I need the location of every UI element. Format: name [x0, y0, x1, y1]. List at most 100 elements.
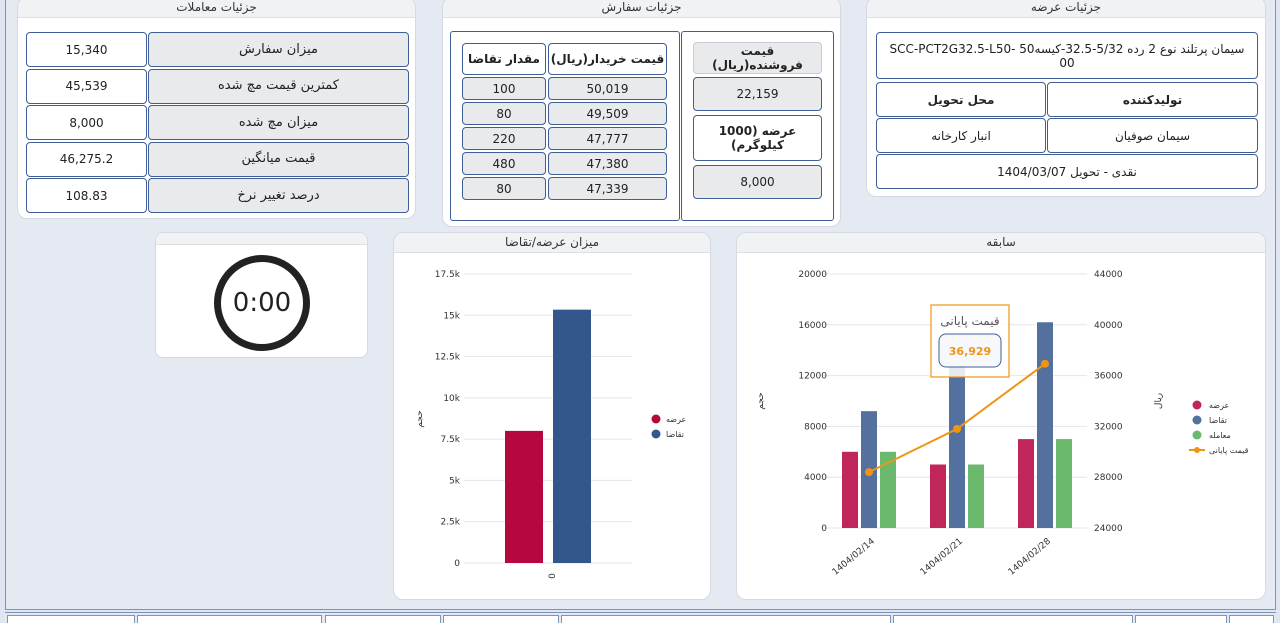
bottom-tab[interactable]: [443, 615, 559, 623]
y-tick-label: 15k: [443, 311, 460, 321]
buyer-price-cell: 47,777: [548, 127, 667, 150]
history-chart-card: سابقه 0 4000 8000 12000 16000 20000 24000 28000…: [736, 232, 1266, 600]
trade-row-label: قیمت میانگین: [148, 141, 409, 177]
y-tick-label: 5k: [449, 476, 461, 486]
x-tick-label: 0: [548, 573, 558, 579]
offer-details-card: جزئیات عرضه سیمان پرتلند نوع 2 رده 5/32-…: [866, 0, 1266, 197]
supply-header: عرضه (1000 کیلوگرم): [693, 115, 822, 161]
offer-product: سیمان پرتلند نوع 2 رده 5/32-32.5-کیسه50 …: [876, 32, 1258, 79]
legend-label: تقاضا: [666, 430, 684, 439]
location-value: انبار کارخانه: [876, 118, 1046, 153]
y-right-tick-label: 32000: [1094, 422, 1123, 432]
tooltip-value-box: [938, 333, 1002, 368]
bottom-tab-bar: [5, 612, 1276, 623]
legend-label: عرضه: [1209, 401, 1229, 410]
trade-row-label: کمترین قیمت مچ شده: [148, 68, 409, 104]
y-left-axis-label: حجم: [756, 392, 766, 409]
bar-2-0: [880, 451, 896, 528]
bar-0-1: [930, 464, 946, 528]
price-point-1: [953, 424, 961, 433]
demand-qty-cell: 80: [462, 177, 546, 200]
y-tick-label: 10k: [443, 394, 460, 404]
y-right-axis-label: ریال: [1154, 393, 1164, 409]
y-left-tick-label: 16000: [798, 321, 827, 331]
trade-row-label: میزان مچ شده: [148, 105, 409, 140]
trade-row-value: 45,539: [26, 68, 147, 104]
bar-0: [505, 430, 543, 563]
y-left-tick-label: 8000: [804, 422, 827, 432]
buyer-price-cell: 47,380: [548, 152, 667, 175]
countdown-timer: 0:00: [214, 255, 310, 351]
y-tick-label: 12.5k: [435, 353, 461, 363]
legend-marker: [651, 429, 661, 439]
y-right-tick-label: 24000: [1094, 524, 1123, 534]
demand-qty-header: مقدار تقاضا: [462, 43, 546, 75]
legend-label: معامله: [1209, 431, 1231, 440]
y-tick-label: 0: [454, 559, 460, 569]
trade-row-value: 15,340: [26, 32, 147, 67]
supply-demand-chart: 0 2.5k 5k 7.5k 10k 12.5k 15k 17.5k حجم عرضه تقاضا 0: [415, 270, 686, 579]
bar-0-2: [1018, 439, 1034, 528]
x-tick-label: 1404/02/28: [1007, 536, 1053, 577]
y-left-tick-label: 12000: [798, 372, 827, 382]
demand-qty-cell: 80: [462, 102, 546, 125]
bottom-tab[interactable]: [7, 615, 135, 623]
buyer-price-cell: 47,339: [548, 177, 667, 200]
tooltip-value: 36,929: [949, 345, 991, 358]
history-chart-title: سابقه: [737, 233, 1265, 253]
legend-marker: [651, 414, 661, 424]
legend-marker: [1192, 415, 1202, 425]
legend-label: تقاضا: [1209, 416, 1227, 425]
legend-label: عرضه: [666, 415, 686, 424]
seller-price-value: 22,159: [693, 77, 822, 111]
bottom-tab[interactable]: [561, 615, 891, 623]
legend-marker: [1194, 447, 1200, 453]
bottom-tab[interactable]: [137, 615, 322, 623]
history-chart: 0 4000 8000 12000 16000 20000 24000 28000 32000 3…: [756, 270, 1249, 578]
order-details-title: جزئیات سفارش: [443, 0, 840, 18]
location-header: محل تحویل: [876, 82, 1046, 117]
tooltip-label: قیمت پایانی: [940, 314, 999, 328]
legend-marker: [1192, 430, 1202, 440]
trade-row-value: 8,000: [26, 105, 147, 140]
y-right-tick-label: 40000: [1094, 321, 1123, 331]
producer-value: سیمان صوفیان: [1047, 118, 1258, 153]
buyer-panel: قیمت خریدار(ریال) مقدار تقاضا 50,019 100 4…: [450, 31, 680, 221]
demand-qty-cell: 480: [462, 152, 546, 175]
trade-row-value: 108.83: [26, 178, 147, 213]
buyer-price-cell: 49,509: [548, 102, 667, 125]
y-right-tick-label: 36000: [1094, 372, 1123, 382]
bar-1-2: [1037, 322, 1053, 528]
bar-2-1: [968, 464, 984, 528]
bottom-tab[interactable]: [1229, 615, 1274, 623]
y-left-tick-label: 4000: [804, 473, 827, 483]
trade-details-title: جزئیات معاملات: [18, 0, 415, 18]
timer-card: 0:00: [155, 232, 368, 358]
trade-row-value: 46,275.2: [26, 141, 147, 177]
y-axis-label: حجم: [415, 410, 425, 427]
x-tick-label: 1404/02/21: [919, 537, 965, 578]
bottom-tab[interactable]: [1135, 615, 1227, 623]
supply-demand-chart-title: میزان عرضه/تقاضا: [394, 233, 710, 253]
trade-row-label: میزان سفارش: [148, 32, 409, 67]
order-details-card: جزئیات سفارش قیمت فروشنده(ریال) 22,159 ع…: [442, 0, 841, 227]
y-left-tick-label: 0: [821, 524, 827, 534]
bottom-tab[interactable]: [893, 615, 1133, 623]
bar-1-1: [949, 357, 965, 528]
y-right-tick-label: 28000: [1094, 473, 1123, 483]
bottom-tab[interactable]: [325, 615, 441, 623]
producer-header: تولیدکننده: [1047, 82, 1258, 117]
supply-demand-chart-card: میزان عرضه/تقاضا 0 2.5k 5k 7.5k 10k 12.5k 15k 1…: [393, 232, 711, 600]
x-tick-label: 1404/02/14: [831, 536, 877, 577]
trade-details-card: جزئیات معاملات میزان سفارش 15,340 کمترین ق…: [17, 0, 416, 219]
legend-marker: [1192, 400, 1202, 410]
y-tick-label: 7.5k: [440, 435, 460, 445]
seller-price-header: قیمت فروشنده(ریال): [693, 42, 822, 74]
legend-label: قیمت پایانی: [1209, 446, 1249, 455]
trade-row-label: درصد تغییر نرخ: [148, 178, 409, 213]
y-tick-label: 2.5k: [440, 518, 460, 528]
bar-0-0: [842, 451, 858, 528]
timer-value: 0:00: [232, 288, 292, 318]
buyer-price-header: قیمت خریدار(ریال): [548, 43, 667, 75]
buyer-price-cell: 50,019: [548, 77, 667, 100]
